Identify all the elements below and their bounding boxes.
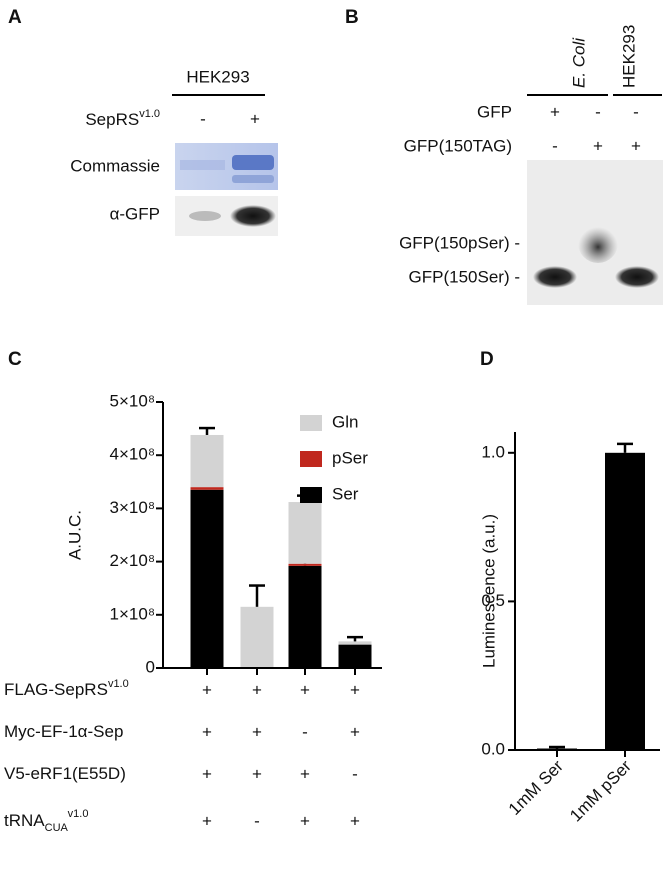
y-tick-label: 5×10⁸ bbox=[110, 391, 155, 410]
panel-label: C bbox=[8, 349, 22, 370]
bar-segment bbox=[288, 502, 322, 564]
lane-mark: + bbox=[631, 136, 641, 155]
condition-mark: + bbox=[350, 722, 360, 741]
lane-label: E. Coli bbox=[569, 37, 588, 88]
condition-label-text: tRNA bbox=[4, 811, 45, 830]
gel-band bbox=[533, 266, 577, 288]
legend-label: Ser bbox=[332, 484, 359, 503]
y-tick-label: 0.0 bbox=[481, 739, 505, 758]
condition-mark: + bbox=[300, 680, 310, 699]
condition-mark: - bbox=[352, 764, 358, 783]
panel-label: A bbox=[8, 7, 22, 28]
coomassie-band bbox=[232, 175, 274, 183]
bar-segment bbox=[190, 487, 224, 490]
panel-label: D bbox=[480, 349, 494, 370]
condition-mark: + bbox=[252, 680, 262, 699]
lane-mark: + bbox=[593, 136, 603, 155]
bar bbox=[537, 748, 577, 750]
row-label: GFP(150TAG) bbox=[404, 136, 512, 155]
condition-mark: + bbox=[350, 680, 360, 699]
legend-swatch bbox=[300, 451, 322, 467]
row-label: α-GFP bbox=[110, 204, 160, 223]
condition-label: V5-eRF1(E55D) bbox=[4, 764, 126, 783]
row-label: Commassie bbox=[70, 156, 160, 175]
condition-label-sup: v1.0 bbox=[68, 808, 89, 820]
coomassie-band bbox=[232, 155, 274, 170]
condition-mark: + bbox=[300, 764, 310, 783]
gel-band bbox=[615, 266, 659, 288]
row-label-sup: v1.0 bbox=[139, 108, 160, 120]
band-label: GFP(150pSer) - bbox=[399, 233, 520, 252]
condition-label-text: FLAG-SepRS bbox=[4, 680, 108, 699]
condition-mark: + bbox=[202, 680, 212, 699]
y-tick-label: 4×10⁸ bbox=[110, 445, 155, 464]
row-label: GFP bbox=[477, 102, 512, 121]
condition-mark: + bbox=[202, 722, 212, 741]
condition-mark: + bbox=[300, 811, 310, 830]
legend-swatch bbox=[300, 487, 322, 503]
condition-label-text: V5-eRF1(E55D) bbox=[4, 764, 126, 783]
y-tick-label: 3×10⁸ bbox=[110, 498, 155, 517]
gfp-band bbox=[189, 211, 221, 221]
condition-mark: - bbox=[302, 722, 308, 741]
lane-mark: - bbox=[552, 136, 558, 155]
bar-segment bbox=[190, 434, 224, 488]
condition-label: tRNACUA v1.0 bbox=[4, 808, 88, 834]
bar-segment bbox=[338, 644, 372, 668]
y-axis-label: A.U.C. bbox=[65, 510, 84, 560]
bar-segment bbox=[240, 666, 274, 668]
lane-mark: + bbox=[250, 109, 260, 128]
lane-mark: - bbox=[633, 102, 639, 121]
legend-label: Gln bbox=[332, 412, 358, 431]
condition-label-sup: v1.0 bbox=[108, 678, 129, 690]
coomassie-band bbox=[180, 160, 225, 170]
lane-label: HEK293 bbox=[619, 25, 638, 88]
gel-band bbox=[578, 223, 618, 263]
gfp-band bbox=[230, 205, 276, 227]
condition-label-sub: CUA bbox=[45, 822, 69, 834]
lane-mark: - bbox=[200, 109, 206, 128]
condition-mark: - bbox=[254, 811, 260, 830]
panel-a-title: HEK293 bbox=[186, 67, 249, 86]
legend-swatch bbox=[300, 415, 322, 431]
row-label-text: SepRS bbox=[85, 110, 139, 129]
legend-label: pSer bbox=[332, 448, 368, 467]
x-tick-label: 1mM pSer bbox=[566, 756, 635, 825]
bar-segment bbox=[338, 641, 372, 645]
y-tick-label: 0.5 bbox=[481, 591, 505, 610]
lane-mark: + bbox=[550, 102, 560, 121]
y-tick-label: 1.0 bbox=[481, 442, 505, 461]
bar bbox=[605, 452, 645, 750]
y-axis-label: Luminescence (a.u.) bbox=[479, 514, 498, 668]
x-tick-label: 1mM Ser bbox=[505, 756, 567, 818]
condition-label: FLAG-SepRSv1.0 bbox=[4, 678, 129, 700]
condition-mark: + bbox=[202, 811, 212, 830]
y-tick-label: 0 bbox=[146, 657, 155, 676]
condition-mark: + bbox=[252, 722, 262, 741]
bar-segment bbox=[240, 606, 274, 667]
band-label: GFP(150Ser) - bbox=[409, 267, 520, 286]
condition-label: Myc-EF-1α-Sep bbox=[4, 722, 123, 741]
bar-segment bbox=[190, 489, 224, 668]
y-tick-label: 1×10⁸ bbox=[110, 604, 155, 623]
condition-mark: + bbox=[202, 764, 212, 783]
condition-mark: + bbox=[252, 764, 262, 783]
condition-mark: + bbox=[350, 811, 360, 830]
y-tick-label: 2×10⁸ bbox=[110, 551, 155, 570]
bar-segment bbox=[288, 565, 322, 668]
bar-segment bbox=[288, 563, 322, 566]
condition-label-text: Myc-EF-1α-Sep bbox=[4, 722, 123, 741]
lane-mark: - bbox=[595, 102, 601, 121]
panel-label: B bbox=[345, 7, 359, 28]
row-label: SepRSv1.0 bbox=[85, 108, 160, 130]
